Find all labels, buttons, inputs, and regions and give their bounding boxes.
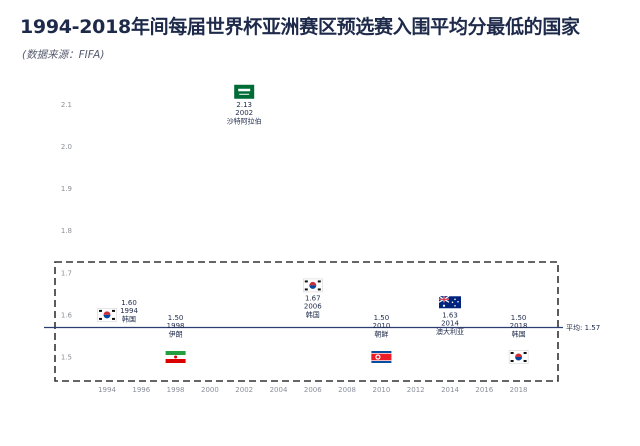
y-tick-label: 1.8 xyxy=(61,227,72,235)
data-label-value: 1.50 xyxy=(374,314,390,322)
x-tick-label: 2004 xyxy=(270,386,288,394)
data-label-year: 1994 xyxy=(120,307,138,315)
data-label-value: 1.63 xyxy=(442,311,458,319)
data-label-country: 韩国 xyxy=(306,310,320,319)
data-label-year: 1998 xyxy=(167,322,185,330)
saudi-arabia-flag-icon xyxy=(234,84,255,99)
y-tick-label: 2.1 xyxy=(61,101,72,109)
data-label-country: 沙特阿拉伯 xyxy=(227,116,262,125)
data-label-value: 1.50 xyxy=(168,314,184,322)
x-tick-label: 2010 xyxy=(372,386,390,394)
x-tick-label: 2018 xyxy=(510,386,528,394)
data-label-country: 朝鲜 xyxy=(374,330,388,339)
data-label-year: 2002 xyxy=(235,109,253,117)
chart-subtitle: (数据来源：FIFA) xyxy=(22,49,105,61)
x-tick-label: 2008 xyxy=(338,386,356,394)
data-label-year: 2010 xyxy=(372,322,390,330)
data-label-year: 2014 xyxy=(441,319,459,327)
data-label-year: 2018 xyxy=(510,322,528,330)
x-tick-label: 2014 xyxy=(441,386,459,394)
y-tick-label: 1.6 xyxy=(61,311,73,319)
data-label-value: 1.67 xyxy=(305,294,321,302)
y-tick-label: 2.0 xyxy=(61,143,72,151)
x-tick-label: 2000 xyxy=(201,386,219,394)
x-tick-label: 1996 xyxy=(132,386,150,394)
iran-flag-icon xyxy=(165,351,186,363)
x-tick-label: 2012 xyxy=(407,386,425,394)
data-label-value: 1.50 xyxy=(511,314,527,322)
x-tick-label: 2016 xyxy=(475,386,493,394)
north-korea-flag-icon xyxy=(371,351,392,363)
australia-flag-icon xyxy=(438,295,461,309)
average-label: 平均: 1.57 xyxy=(566,323,600,332)
data-label-year: 2006 xyxy=(304,302,322,310)
x-tick-label: 2002 xyxy=(235,386,253,394)
data-label-value: 1.60 xyxy=(121,299,137,307)
korea-flag-icon xyxy=(303,278,323,293)
x-tick-label: 1994 xyxy=(98,386,116,394)
x-tick-label: 1998 xyxy=(167,386,185,394)
chart-title: 1994-2018年间每届世界杯亚洲赛区预选赛入围平均分最低的国家 xyxy=(20,16,580,38)
y-tick-label: 1.5 xyxy=(61,354,72,362)
korea-flag-icon xyxy=(508,350,529,364)
korea-flag-icon xyxy=(97,308,117,322)
y-tick-label: 1.7 xyxy=(61,269,72,277)
highlight-box xyxy=(54,261,559,382)
data-label-value: 2.13 xyxy=(236,101,252,109)
y-tick-label: 1.9 xyxy=(61,185,72,193)
data-label-country: 澳大利亚 xyxy=(436,327,464,336)
data-label-country: 韩国 xyxy=(512,330,526,339)
data-label-country: 韩国 xyxy=(122,314,136,323)
data-label-country: 伊朗 xyxy=(169,330,183,339)
x-tick-label: 2006 xyxy=(304,386,322,394)
